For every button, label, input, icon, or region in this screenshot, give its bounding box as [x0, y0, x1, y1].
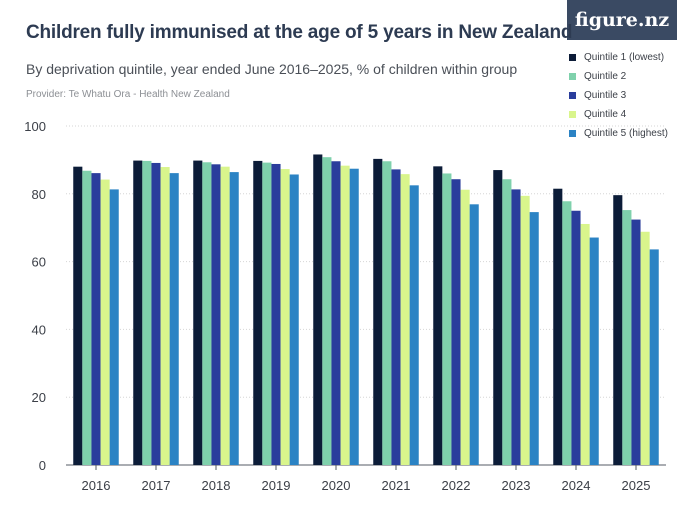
bar-2019-q1 [253, 160, 263, 466]
brand-logo: figure.nz [567, 0, 677, 40]
bar-2017-q3 [151, 162, 161, 466]
bar-2025-q4 [640, 231, 650, 465]
bar-2019-q5 [289, 174, 299, 466]
legend-swatch-quintile-2 [569, 73, 576, 80]
bar-2025-q5 [649, 249, 659, 465]
x-tick-label: 2020 [322, 478, 351, 493]
bar-2019-q4 [280, 169, 290, 466]
bar-2020-q3 [331, 161, 341, 466]
x-tick-label: 2017 [142, 478, 171, 493]
bar-2020-q2 [322, 157, 332, 466]
chart-legend: Quintile 1 (lowest) Quintile 2 Quintile … [569, 48, 668, 143]
bar-2016-q3 [91, 173, 101, 465]
bar-2016-q5 [109, 189, 119, 465]
bar-2023-q2 [502, 179, 512, 465]
bar-2024-q2 [562, 201, 572, 465]
legend-item-quintile-4: Quintile 4 [569, 105, 668, 124]
bar-2017-q4 [160, 167, 170, 466]
bar-2021-q4 [400, 174, 410, 465]
legend-label-quintile-3: Quintile 3 [584, 90, 627, 101]
x-tick-label: 2025 [622, 478, 651, 493]
legend-label-quintile-1: Quintile 1 (lowest) [584, 52, 665, 63]
legend-label-quintile-4: Quintile 4 [584, 109, 627, 120]
bar-2021-q1 [373, 158, 383, 465]
bar-2020-q5 [349, 168, 359, 466]
x-tick-label: 2021 [382, 478, 411, 493]
bar-2023-q3 [511, 189, 521, 465]
y-tick-label: 100 [24, 119, 46, 134]
bar-2021-q5 [409, 185, 419, 465]
x-tick-label: 2019 [262, 478, 291, 493]
bar-2023-q1 [493, 170, 503, 465]
bar-2022-q4 [460, 189, 470, 465]
legend-item-quintile-5: Quintile 5 (highest) [569, 124, 668, 143]
legend-swatch-quintile-3 [569, 92, 576, 99]
y-tick-label: 20 [32, 390, 46, 405]
x-tick-label: 2018 [202, 478, 231, 493]
bar-2022-q5 [469, 204, 479, 465]
legend-item-quintile-2: Quintile 2 [569, 67, 668, 86]
bar-2020-q4 [340, 165, 350, 465]
x-tick-label: 2024 [562, 478, 591, 493]
bar-2024-q5 [589, 237, 599, 465]
bar-2016-q1 [73, 166, 83, 465]
bar-2017-q2 [142, 160, 152, 466]
legend-swatch-quintile-5 [569, 130, 576, 137]
legend-swatch-quintile-4 [569, 111, 576, 118]
bar-2017-q5 [169, 173, 179, 465]
bar-2018-q3 [211, 164, 221, 465]
x-tick-label: 2023 [502, 478, 531, 493]
y-tick-label: 80 [32, 187, 46, 202]
bar-2024-q3 [571, 210, 581, 465]
bar-2021-q2 [382, 161, 392, 466]
bar-2022-q2 [442, 173, 452, 465]
bar-2022-q1 [433, 166, 443, 465]
bar-2018-q4 [220, 166, 230, 465]
bar-2025-q2 [622, 210, 632, 465]
bar-2023-q5 [529, 212, 539, 465]
chart-subtitle: By deprivation quintile, year ended June… [26, 61, 518, 77]
y-tick-label: 40 [32, 322, 46, 337]
x-tick-label: 2016 [82, 478, 111, 493]
bar-2025-q1 [613, 195, 623, 465]
chart-title: Children fully immunised at the age of 5… [26, 22, 573, 43]
bar-2020-q1 [313, 154, 323, 465]
bar-2022-q3 [451, 179, 461, 465]
bar-2023-q4 [520, 195, 530, 466]
legend-label-quintile-5: Quintile 5 (highest) [584, 128, 668, 139]
bar-2016-q4 [100, 179, 110, 465]
bar-2024-q4 [580, 223, 590, 465]
bar-2025-q3 [631, 219, 641, 465]
bar-2019-q3 [271, 163, 281, 465]
bar-2021-q3 [391, 169, 401, 465]
bar-2018-q5 [229, 172, 239, 465]
y-tick-label: 0 [39, 458, 46, 473]
bar-2017-q1 [133, 160, 143, 465]
x-tick-label: 2022 [442, 478, 471, 493]
bar-2019-q2 [262, 162, 272, 465]
legend-swatch-quintile-1 [569, 54, 576, 61]
bar-2016-q2 [82, 170, 92, 466]
data-provider: Provider: Te Whatu Ora - Health New Zeal… [26, 89, 230, 100]
legend-item-quintile-1: Quintile 1 (lowest) [569, 48, 668, 67]
bar-2024-q1 [553, 188, 563, 465]
bar-2018-q2 [202, 162, 212, 465]
bar-2018-q1 [193, 160, 203, 465]
legend-item-quintile-3: Quintile 3 [569, 86, 668, 105]
legend-label-quintile-2: Quintile 2 [584, 71, 627, 82]
y-tick-label: 60 [32, 255, 46, 270]
